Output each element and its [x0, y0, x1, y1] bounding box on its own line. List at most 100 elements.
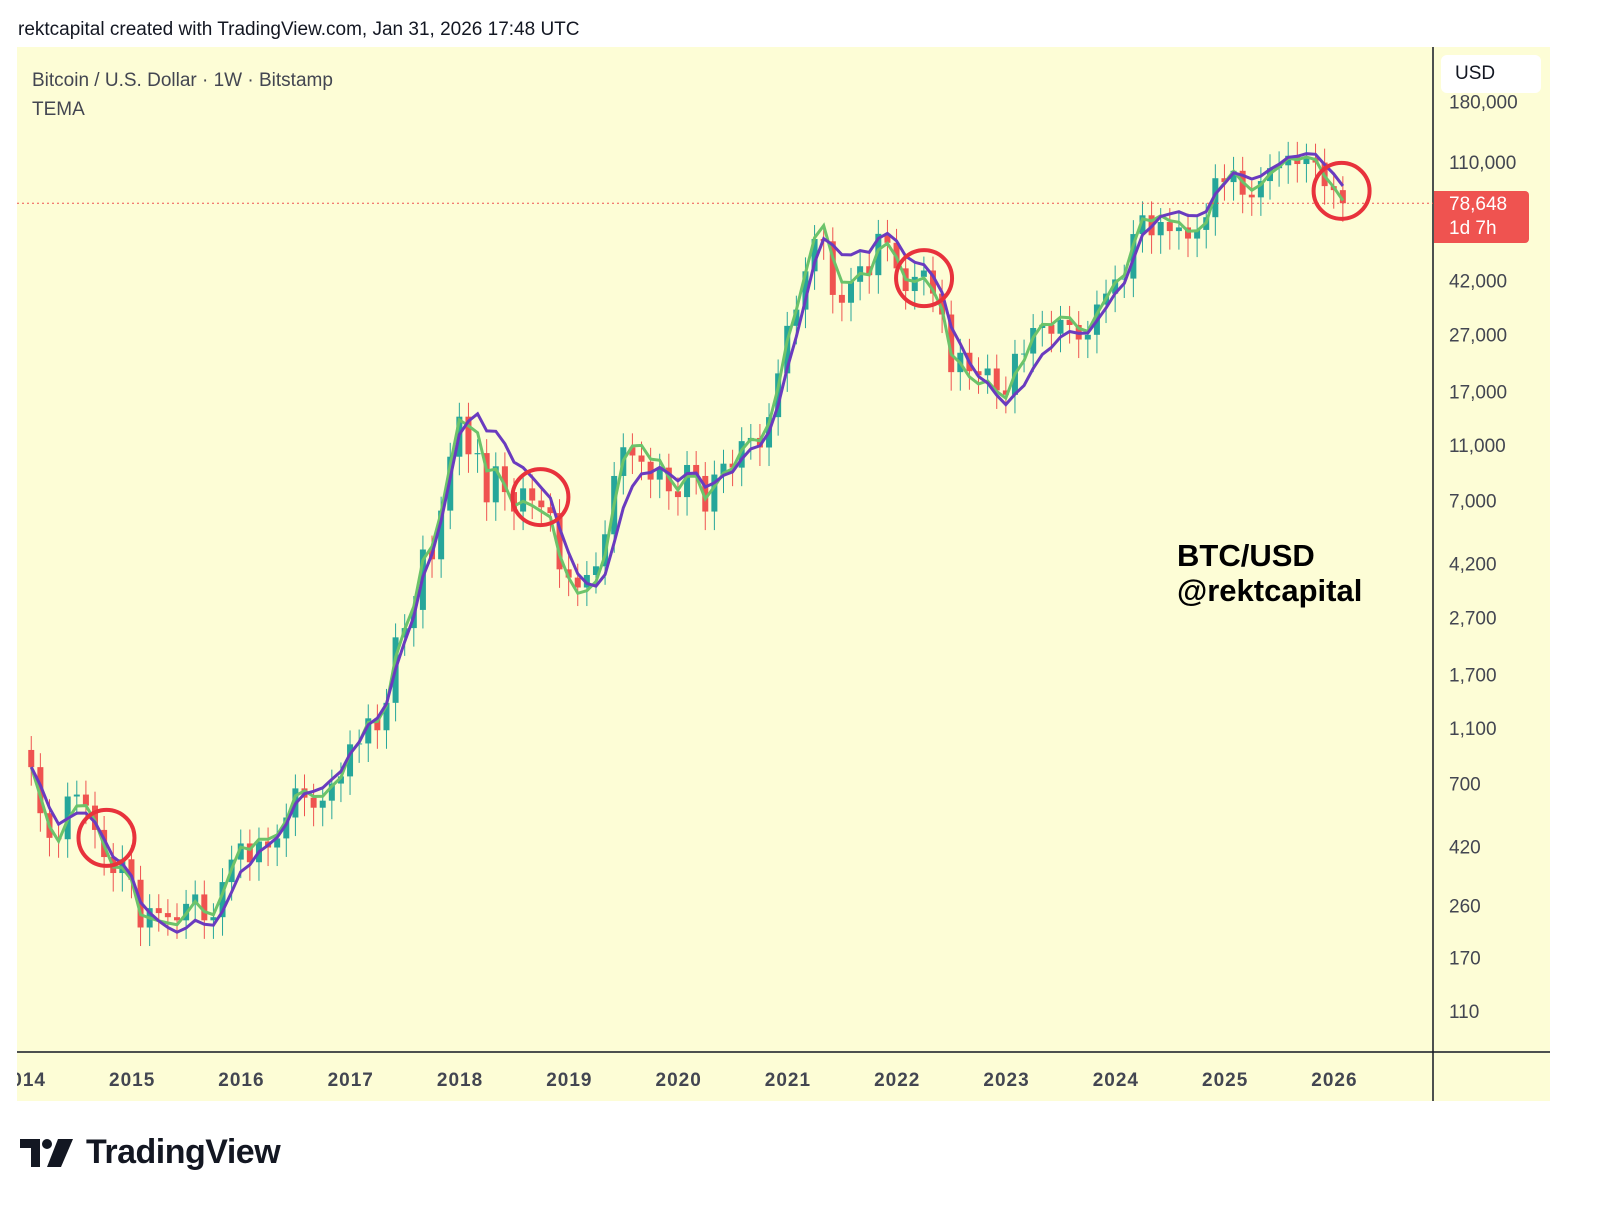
candle-body	[274, 838, 281, 848]
indicator-label[interactable]: TEMA	[32, 99, 85, 120]
x-tick-label: 2021	[765, 1070, 811, 1091]
candle-body	[28, 749, 35, 768]
candle-body	[1121, 278, 1128, 280]
candle-body	[155, 908, 162, 914]
candle-body	[1257, 181, 1264, 198]
candle-body	[738, 441, 745, 468]
y-tick-label: 11,000	[1449, 436, 1506, 457]
candle-body	[128, 859, 135, 880]
candle-body	[848, 281, 855, 303]
candle-body	[465, 416, 472, 455]
candle-body	[565, 569, 572, 578]
candle-body	[210, 917, 217, 921]
x-tick-label: 2023	[983, 1070, 1029, 1091]
candle-body	[164, 913, 171, 918]
y-tick-label: 110,000	[1449, 153, 1516, 174]
x-tick-label: 2017	[328, 1070, 374, 1091]
candle-body	[365, 718, 372, 744]
chart-panel[interactable]: 180,000 110,000 42,000 27,000 17,000 11,000 7,…	[17, 47, 1550, 1101]
candle-body	[173, 917, 180, 921]
highlight-circle	[894, 248, 955, 309]
candle-body	[1248, 194, 1255, 198]
candle-body	[775, 373, 782, 418]
y-tick-label: 420	[1449, 837, 1481, 858]
candle-body	[538, 500, 545, 508]
x-tick-label: 2016	[218, 1070, 264, 1091]
candle-body	[702, 475, 709, 512]
x-tick-label: 2026	[1311, 1070, 1357, 1091]
candle-body	[1230, 170, 1237, 183]
candle-body	[1339, 190, 1346, 204]
candle-body	[119, 859, 126, 874]
y-tick-label: 170	[1449, 948, 1481, 969]
candle-body	[1002, 390, 1009, 395]
y-tick-label: 42,000	[1449, 271, 1507, 292]
price-chart[interactable]: 180,000 110,000 42,000 27,000 17,000 11,000 7,…	[17, 47, 1550, 1101]
candle-body	[556, 513, 563, 570]
candle-body	[948, 314, 955, 373]
watermark-author: @rektcapital	[1177, 573, 1363, 608]
candle-body	[1157, 222, 1164, 236]
candle-body	[838, 294, 845, 303]
candle-body	[319, 800, 326, 808]
y-tick-label: 27,000	[1449, 326, 1507, 347]
current-price: 78,648	[1449, 194, 1508, 215]
candle-body	[638, 455, 645, 462]
candle-body	[647, 461, 654, 480]
candle-body	[1175, 227, 1182, 232]
candle-body	[383, 702, 390, 731]
candle-body	[784, 325, 791, 374]
candle-body	[374, 718, 381, 731]
candle-body	[501, 466, 508, 493]
candle-body	[993, 368, 1000, 391]
bar-countdown: 1d 7h	[1449, 218, 1497, 239]
candle-body	[529, 488, 536, 501]
candle-body	[884, 233, 891, 243]
candle-body	[283, 817, 290, 839]
candle-body	[474, 453, 481, 455]
candle-body	[802, 271, 809, 310]
candle-body	[483, 453, 490, 503]
y-tick-label: 4,200	[1449, 554, 1497, 575]
candle-body	[82, 794, 89, 806]
y-tick-label: 1,700	[1449, 665, 1497, 686]
candle-body	[37, 767, 44, 814]
logo-text: TradingView	[86, 1133, 281, 1171]
candle-body	[237, 843, 244, 860]
candle-body	[684, 464, 691, 498]
candle-body	[1194, 229, 1201, 239]
candle-body	[693, 464, 700, 476]
candle-body	[711, 474, 718, 512]
y-tick-label: 180,000	[1449, 92, 1518, 113]
currency-button[interactable]: USD	[1441, 55, 1541, 93]
x-tick-label: 2018	[437, 1070, 483, 1091]
highlight-circle	[76, 807, 137, 868]
candle-body	[756, 437, 763, 448]
candle-body	[674, 491, 681, 498]
candle-body	[574, 577, 581, 588]
y-tick-label: 2,700	[1449, 609, 1497, 630]
candle-body	[920, 270, 927, 277]
candle-body	[1139, 215, 1146, 235]
candle-body	[1185, 227, 1192, 239]
candle-body	[1048, 324, 1055, 334]
candle-body	[1303, 157, 1310, 165]
candle-body	[720, 463, 727, 475]
watermark-pair: BTC/USD	[1177, 538, 1315, 573]
tradingview-logo[interactable]: TradingView	[20, 1133, 281, 1172]
candle-body	[347, 744, 354, 777]
y-tick-label: 700	[1449, 775, 1481, 796]
candle-body	[793, 309, 800, 326]
candle-body	[1084, 334, 1091, 340]
y-tick-label: 17,000	[1449, 382, 1507, 403]
symbol-label[interactable]: Bitcoin / U.S. Dollar · 1W · Bitstamp	[32, 70, 333, 91]
chart-header: rektcapital created with TradingView.com…	[18, 19, 580, 40]
candle-body	[73, 794, 80, 797]
candle-body	[1021, 353, 1028, 355]
candle-body	[219, 882, 226, 918]
y-tick-label: 7,000	[1449, 492, 1497, 513]
y-tick-label: 260	[1449, 896, 1481, 917]
x-tick-label: 2025	[1202, 1070, 1248, 1091]
y-tick-label: 1,100	[1449, 719, 1497, 740]
x-tick-label: 2022	[874, 1070, 920, 1091]
